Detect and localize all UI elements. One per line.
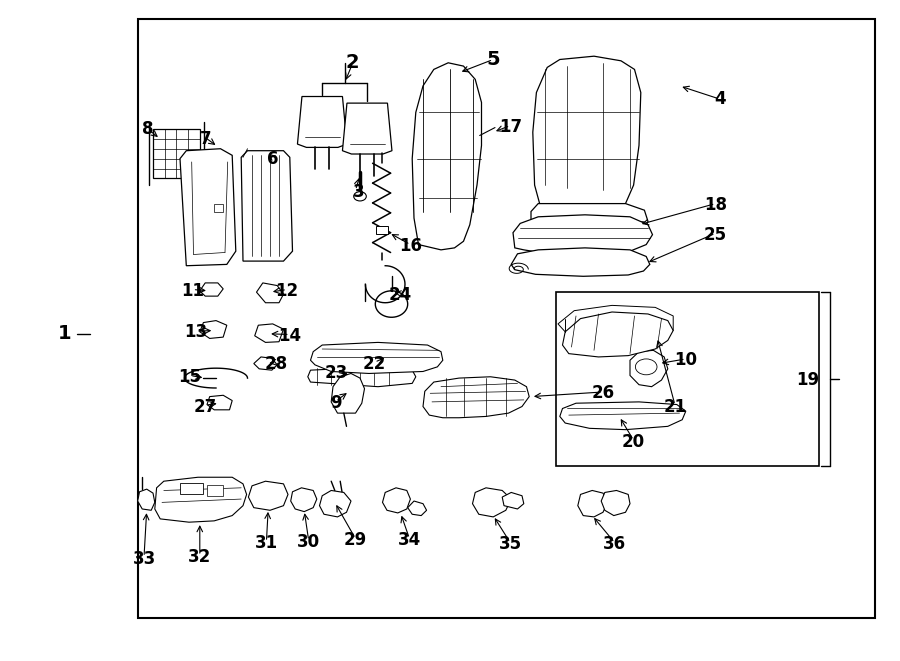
Text: 3: 3 [353,182,364,201]
Text: 23: 23 [325,364,348,383]
Text: 5: 5 [486,50,500,69]
Polygon shape [180,149,236,266]
Text: 30: 30 [297,533,320,551]
Polygon shape [513,215,652,253]
Polygon shape [291,488,317,512]
Bar [376,226,388,234]
Polygon shape [408,501,427,516]
Text: 22: 22 [363,354,386,373]
Text: 17: 17 [499,118,522,136]
Text: 15: 15 [178,368,202,386]
Text: 11: 11 [181,282,204,300]
Polygon shape [155,477,247,522]
Text: 31: 31 [255,534,278,553]
Polygon shape [138,489,155,510]
Text: 29: 29 [344,531,367,549]
Polygon shape [560,402,686,430]
Text: 32: 32 [188,548,212,566]
Circle shape [354,192,366,201]
Text: 34: 34 [398,531,421,549]
Text: 4: 4 [715,90,725,108]
Polygon shape [200,321,227,338]
Text: 25: 25 [704,225,727,244]
Circle shape [635,359,657,375]
Polygon shape [331,373,364,413]
Text: 14: 14 [278,327,302,345]
Polygon shape [256,283,284,303]
Bar [214,204,223,212]
Polygon shape [502,492,524,509]
Polygon shape [320,490,351,517]
Polygon shape [531,204,648,239]
Text: 2: 2 [346,54,360,72]
Text: 20: 20 [622,432,645,451]
Text: 6: 6 [267,149,278,168]
Bar [180,483,202,494]
Polygon shape [511,248,650,276]
Polygon shape [308,367,416,387]
Text: 16: 16 [399,237,422,255]
Polygon shape [342,103,392,154]
Polygon shape [255,324,284,342]
Text: 35: 35 [499,535,522,553]
Text: 7: 7 [200,130,211,148]
Text: 8: 8 [142,120,153,138]
Text: 1: 1 [58,325,72,343]
Bar [556,292,819,466]
Text: 26: 26 [591,384,615,403]
Text: 19: 19 [796,371,819,389]
Polygon shape [533,56,641,212]
Polygon shape [382,488,410,513]
Bar [207,485,223,496]
Polygon shape [297,97,347,147]
Polygon shape [412,63,482,250]
Text: 12: 12 [275,282,299,300]
Text: 36: 36 [603,535,626,553]
Text: 21: 21 [663,397,687,416]
Polygon shape [200,283,223,296]
Text: 13: 13 [184,323,208,342]
Polygon shape [562,312,673,357]
Polygon shape [472,488,511,517]
Polygon shape [578,490,608,517]
Polygon shape [630,350,668,387]
Text: 18: 18 [704,196,727,214]
Polygon shape [310,342,443,373]
Text: 24: 24 [389,286,412,304]
Text: 33: 33 [132,549,156,568]
Polygon shape [601,490,630,516]
Text: 9: 9 [330,394,341,412]
Polygon shape [248,481,288,510]
Polygon shape [207,395,232,410]
Bar [153,129,200,178]
Bar [138,19,875,618]
Polygon shape [241,151,292,261]
Text: 27: 27 [194,397,217,416]
Text: 28: 28 [265,354,288,373]
Polygon shape [423,377,529,418]
Text: 10: 10 [674,351,698,369]
Polygon shape [254,357,277,370]
